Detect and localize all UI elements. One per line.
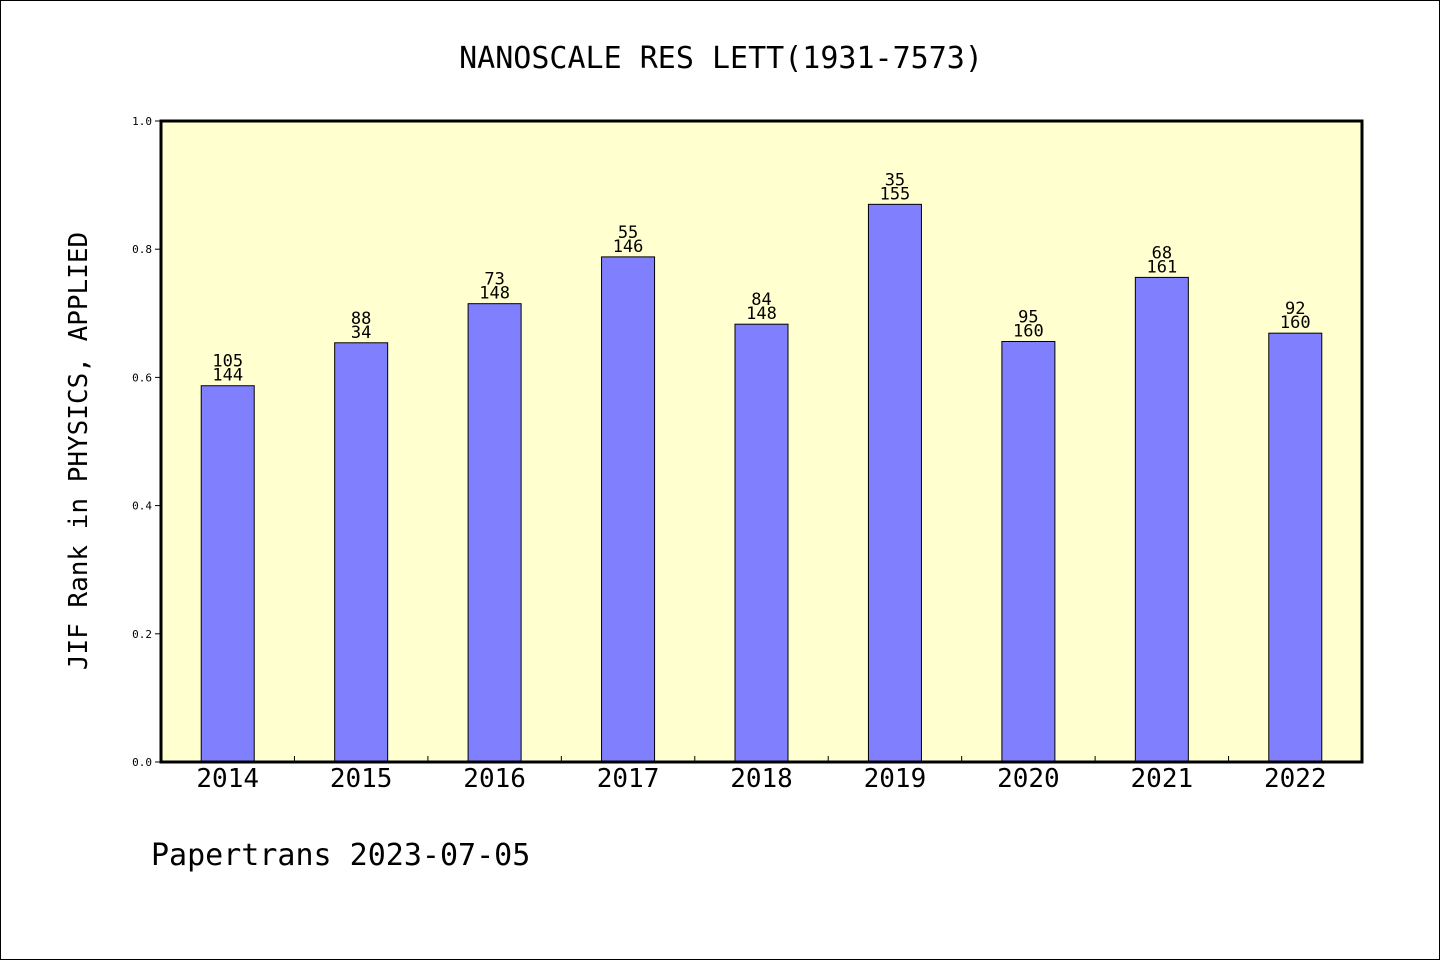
bar-rank-label: 105 (212, 352, 243, 372)
bar-2019 (867, 203, 922, 763)
chart-title: NANOSCALE RES LETT(1931-7573) (459, 41, 983, 76)
bar-rank-label: 95 (1018, 308, 1038, 328)
bar-2022 (1268, 332, 1323, 763)
bar-total-label: 160 (1280, 313, 1311, 333)
bar-total-label: 148 (479, 284, 510, 304)
y-tick-label: 0.2 (132, 628, 152, 641)
bar-2018 (734, 323, 789, 763)
x-tick-label: 2020 (997, 764, 1060, 794)
y-axis-label: JIF Rank in PHYSICS, APPLIED (64, 232, 94, 670)
bar-rank-label: 73 (484, 270, 504, 290)
x-tick-label: 2019 (864, 764, 927, 794)
data-labels-layer: 1051448834731485514684148351559516068161… (212, 170, 1310, 385)
bar-2021 (1134, 276, 1189, 763)
bar-2016 (467, 303, 522, 763)
plot-border (159, 119, 1364, 764)
bar-2015 (334, 342, 389, 763)
x-tick-label: 2015 (330, 764, 393, 794)
bar-total-label: 160 (1013, 322, 1044, 342)
bar-rank-label: 84 (751, 290, 771, 310)
bar-2020 (1001, 341, 1056, 763)
bar-rank-label: 35 (885, 170, 905, 190)
bar-2017 (601, 256, 656, 763)
bar-total-label: 146 (613, 237, 644, 257)
y-tick-label: 0.6 (132, 371, 152, 384)
x-tick-label: 2021 (1131, 764, 1194, 794)
bar-total-label: 148 (746, 304, 777, 324)
y-tick-label: 0.8 (132, 243, 152, 256)
bar-total-label: 161 (1146, 257, 1177, 277)
y-tick-label: 0.4 (132, 500, 152, 513)
bar-total-label: 34 (351, 323, 371, 343)
x-axis-ticks: 2014 2015 2016 2017 2018 2019 2020 2021 2022 (196, 756, 1327, 794)
footer-credit: Papertrans 2023-07-05 (151, 838, 530, 873)
bar-rank-label: 92 (1285, 299, 1305, 319)
bar-total-label: 144 (212, 366, 243, 386)
y-tick-label: 0.0 (132, 756, 152, 769)
x-tick-label: 2016 (463, 764, 526, 794)
bar-rank-label: 88 (351, 309, 371, 329)
x-tick-label: 2018 (730, 764, 793, 794)
bar-2014 (200, 385, 255, 763)
x-tick-label: 2022 (1264, 764, 1327, 794)
bar-total-label: 155 (880, 184, 911, 204)
y-tick-label: 1.0 (132, 115, 152, 128)
x-tick-label: 2014 (196, 764, 259, 794)
bar-rank-label: 55 (618, 223, 638, 243)
x-tick-label: 2017 (597, 764, 660, 794)
bars-layer (200, 203, 1323, 763)
bar-rank-label: 68 (1152, 243, 1172, 263)
y-axis-ticks: 0.0 0.2 0.4 0.6 0.8 1.0 (132, 115, 161, 769)
